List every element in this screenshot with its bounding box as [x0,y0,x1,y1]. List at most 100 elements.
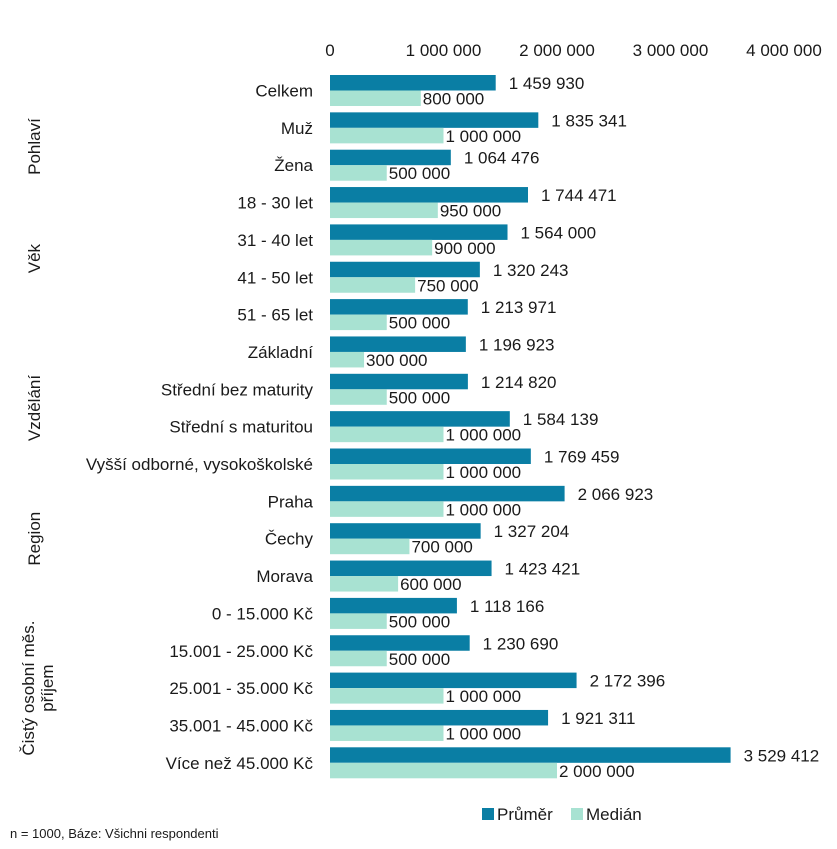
x-tick-label: 4 000 000 [746,41,822,60]
data-label-prumer: 3 529 412 [744,746,820,765]
data-label-prumer: 1 320 243 [493,261,569,280]
data-label-prumer: 1 423 421 [505,560,581,579]
data-label-prumer: 2 066 923 [578,485,654,504]
group-label: Věk [25,243,44,273]
data-label-prumer: 2 172 396 [590,672,666,691]
category-label: Celkem [255,82,313,101]
data-label-median: 1 000 000 [446,500,522,519]
x-tick-label: 3 000 000 [633,41,709,60]
footnote: n = 1000, Báze: Všichni respondenti [10,826,219,841]
legend-label-prumer: Průměr [497,805,553,824]
bar-median [330,576,399,592]
data-label-median: 1 000 000 [446,127,522,146]
data-label-median: 500 000 [389,314,450,333]
data-label-prumer: 1 064 476 [464,149,540,168]
data-label-prumer: 1 118 166 [470,597,544,616]
data-label-median: 1 000 000 [446,426,522,445]
bar-prumer [330,224,508,240]
data-label-median: 750 000 [417,276,478,295]
bar-prumer [330,112,539,128]
group-label: Pohlaví [25,118,44,175]
data-label-prumer: 1 230 690 [483,634,559,653]
category-label: Čechy [265,530,314,549]
bar-median [330,501,444,517]
bar-median [330,165,387,181]
bar-prumer [330,523,481,539]
bar-prumer [330,560,492,577]
data-label-median: 950 000 [440,202,501,221]
bar-median [330,688,444,704]
data-label-median: 1 000 000 [446,463,522,482]
bar-median [330,464,444,480]
category-label: 31 - 40 let [237,231,313,250]
data-label-prumer: 1 835 341 [551,111,627,130]
data-label-median: 600 000 [400,575,461,594]
group-label: Čistý osobní měs.příjem [19,621,57,756]
data-label-prumer: 1 213 971 [481,298,557,317]
x-tick-label: 0 [325,41,334,60]
data-label-median: 500 000 [389,650,450,669]
category-label: Praha [268,492,314,511]
data-label-prumer: 1 921 311 [561,709,635,728]
legend-swatch-prumer [482,808,494,820]
category-label: 18 - 30 let [237,194,313,213]
data-label-prumer: 1 327 204 [494,522,570,541]
data-label-prumer: 1 744 471 [541,186,617,205]
data-label-prumer: 1 459 930 [509,74,585,93]
bar-prumer [330,635,470,651]
bar-median [330,538,410,555]
bar-prumer [330,485,565,502]
bar-median [330,762,557,779]
x-tick-label: 1 000 000 [406,41,482,60]
bar-median [330,725,444,741]
bar-median [330,127,444,144]
bar-median [330,389,387,405]
category-label: Více než 45.000 Kč [166,754,314,773]
x-tick-label: 2 000 000 [519,41,595,60]
data-label-prumer: 1 564 000 [521,223,597,242]
bar-prumer [330,299,468,315]
bar-prumer [330,373,468,390]
bar-median [330,90,421,106]
category-label: 0 - 15.000 Kč [212,604,314,623]
data-label-prumer: 1 769 459 [544,448,620,467]
data-label-median: 500 000 [389,164,450,183]
category-label: 15.001 - 25.000 Kč [169,642,313,661]
data-label-median: 800 000 [423,90,484,109]
category-label: 35.001 - 45.000 Kč [169,716,313,735]
bar-median [330,277,416,293]
category-label: Morava [256,567,313,586]
data-label-median: 900 000 [434,239,495,258]
data-label-median: 1 000 000 [446,687,522,706]
bar-prumer [330,597,457,614]
group-label: Region [25,512,44,566]
bar-prumer [330,75,496,91]
bar-median [330,202,438,219]
bar-prumer [330,149,451,166]
bar-prumer [330,187,528,203]
bar-median [330,239,433,256]
bar-median [330,650,387,667]
category-label: Muž [281,119,313,138]
category-label: Žena [274,156,313,175]
legend-swatch-median [571,808,583,820]
bar-prumer [330,261,480,278]
group-label-line: Čistý osobní měs. [19,621,38,756]
group-label-line: příjem [38,664,57,711]
bar-prumer [330,411,510,427]
category-label: 25.001 - 35.000 Kč [169,679,313,698]
data-label-median: 500 000 [389,388,450,407]
bar-median [330,351,365,368]
group-label: Vzdělání [25,375,44,441]
bar-prumer [330,709,549,726]
data-label-prumer: 1 196 923 [479,335,555,354]
category-label: 41 - 50 let [237,268,313,287]
category-label: Střední bez maturity [161,380,314,399]
data-label-median: 500 000 [389,612,450,631]
legend-label-median: Medián [586,805,642,824]
data-label-median: 2 000 000 [559,762,635,781]
bar-prumer [330,336,466,352]
bar-median [330,613,387,629]
data-label-median: 300 000 [366,351,427,370]
